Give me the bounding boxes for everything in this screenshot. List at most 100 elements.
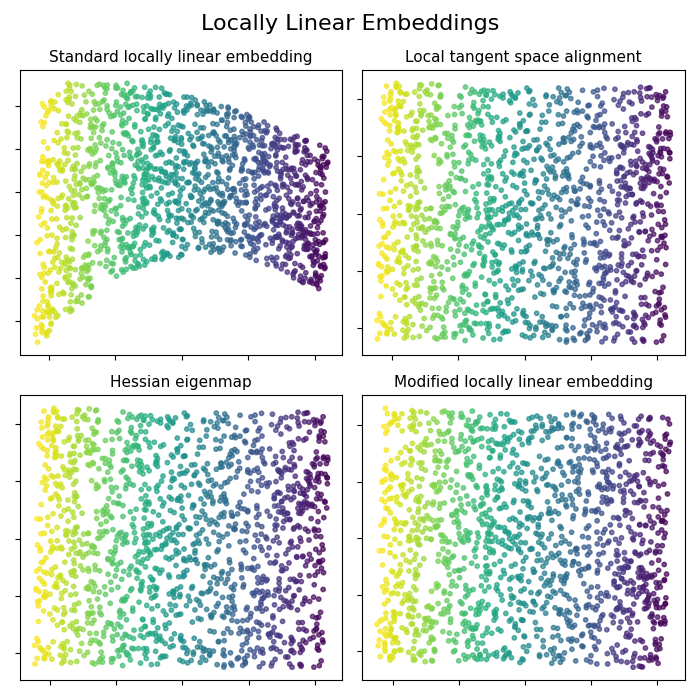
Point: [200, 100, 211, 111]
Point: [250, 211, 261, 223]
Point: [34, 573, 45, 584]
Point: [601, 587, 612, 598]
Point: [535, 531, 546, 542]
Point: [497, 306, 508, 317]
Point: [439, 405, 450, 416]
Point: [177, 571, 188, 582]
Point: [480, 469, 491, 480]
Point: [470, 652, 481, 664]
Point: [453, 522, 464, 533]
Point: [400, 491, 412, 503]
Point: [447, 221, 458, 232]
Point: [444, 588, 456, 599]
Point: [537, 332, 548, 343]
Point: [387, 637, 398, 648]
Point: [108, 216, 119, 227]
Point: [118, 511, 129, 522]
Point: [67, 507, 78, 518]
Point: [529, 291, 540, 302]
Point: [468, 329, 479, 340]
Point: [416, 457, 428, 468]
Point: [83, 595, 94, 606]
Point: [559, 286, 570, 297]
Point: [410, 517, 421, 528]
Point: [614, 428, 625, 439]
Point: [248, 565, 260, 576]
Point: [484, 566, 496, 577]
Point: [315, 164, 326, 176]
Point: [517, 615, 528, 626]
Point: [309, 459, 320, 470]
Point: [52, 233, 63, 244]
Point: [415, 491, 426, 502]
Point: [167, 473, 178, 484]
Point: [303, 476, 314, 487]
Point: [178, 164, 189, 175]
Point: [211, 417, 223, 428]
Point: [189, 163, 200, 174]
Point: [653, 554, 664, 566]
Point: [553, 263, 564, 274]
Point: [144, 182, 155, 193]
Point: [566, 136, 577, 147]
Point: [622, 628, 633, 639]
Point: [276, 168, 287, 179]
Point: [146, 520, 157, 531]
Point: [398, 316, 409, 327]
Point: [421, 533, 432, 544]
Point: [502, 433, 513, 444]
Point: [203, 161, 214, 172]
Point: [594, 278, 605, 289]
Point: [532, 229, 543, 240]
Point: [258, 592, 270, 603]
Point: [426, 439, 437, 450]
Point: [94, 155, 106, 166]
Point: [276, 507, 287, 518]
Point: [436, 262, 447, 273]
Point: [595, 301, 606, 312]
Point: [525, 197, 536, 209]
Point: [448, 251, 459, 262]
Point: [497, 242, 508, 253]
Point: [652, 582, 663, 594]
Point: [651, 198, 662, 209]
Point: [68, 279, 79, 290]
Point: [374, 241, 385, 252]
Point: [550, 506, 561, 517]
Point: [435, 498, 446, 510]
Point: [216, 458, 227, 469]
Point: [578, 578, 589, 589]
Point: [198, 122, 209, 134]
Point: [148, 142, 159, 153]
Point: [136, 179, 148, 190]
Point: [204, 625, 216, 636]
Point: [634, 550, 645, 561]
Point: [480, 508, 491, 519]
Point: [543, 164, 554, 175]
Point: [391, 277, 402, 288]
Point: [411, 624, 422, 635]
Point: [171, 213, 182, 224]
Point: [308, 244, 319, 255]
Point: [468, 584, 479, 595]
Point: [270, 258, 281, 270]
Point: [561, 83, 573, 94]
Point: [106, 258, 117, 269]
Point: [137, 175, 148, 186]
Point: [566, 195, 577, 206]
Point: [405, 109, 416, 120]
Point: [622, 578, 633, 589]
Point: [442, 149, 453, 160]
Point: [615, 305, 626, 316]
Point: [86, 541, 97, 552]
Point: [474, 89, 485, 100]
Point: [498, 466, 510, 477]
Point: [188, 649, 199, 660]
Point: [32, 539, 43, 550]
Point: [424, 601, 435, 612]
Point: [298, 408, 309, 419]
Point: [538, 316, 549, 328]
Point: [570, 503, 582, 514]
Point: [611, 582, 622, 593]
Point: [237, 112, 248, 123]
